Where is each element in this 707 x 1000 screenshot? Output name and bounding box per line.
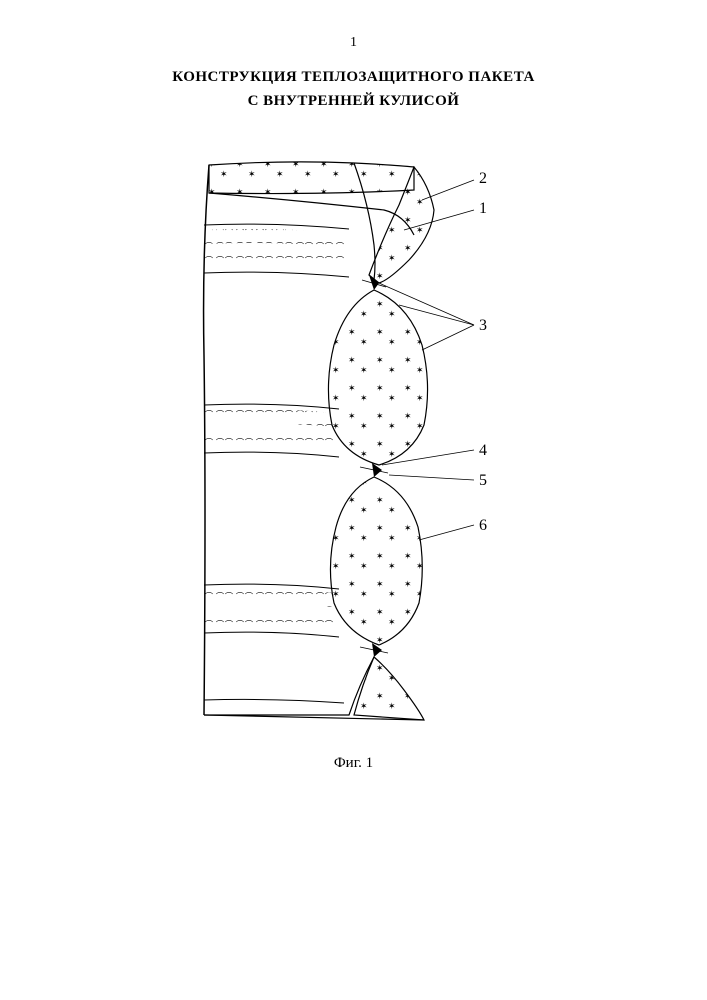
callout-5: 5	[479, 472, 487, 489]
callout-1: 1	[479, 200, 487, 217]
callout-2: 2	[479, 170, 487, 187]
figure-1: ✶ ✶ ⌒ ⌒	[174, 155, 534, 735]
title-line-2: С ВНУТРЕННЕЙ КУЛИСОЙ	[104, 89, 604, 113]
figure-caption: Фиг. 1	[334, 755, 373, 772]
callout-3: 3	[479, 317, 487, 334]
callout-6: 6	[479, 517, 487, 534]
title-line-1: КОНСТРУКЦИЯ ТЕПЛОЗАЩИТНОГО ПАКЕТА	[104, 65, 604, 89]
callout-4: 4	[479, 442, 487, 459]
diagram-svg: ✶ ✶ ⌒ ⌒	[174, 155, 534, 735]
document-title: КОНСТРУКЦИЯ ТЕПЛОЗАЩИТНОГО ПАКЕТА С ВНУТ…	[104, 65, 604, 113]
page-number: 1	[350, 35, 357, 51]
